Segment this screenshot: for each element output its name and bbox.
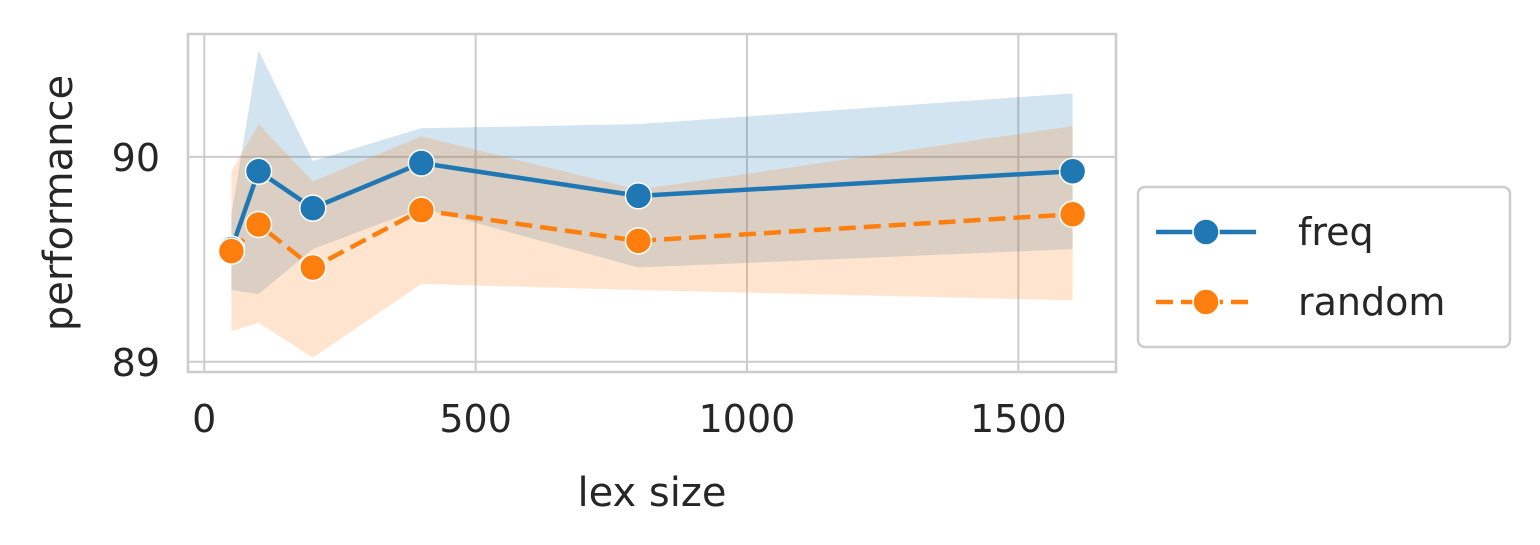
- y-axis-label: performance: [36, 75, 82, 331]
- data-point-freq: [244, 157, 273, 185]
- legend-marker-random: [1192, 288, 1220, 316]
- x-tick-label: 0: [192, 397, 216, 441]
- plot-frame: [186, 32, 1118, 374]
- data-point-freq: [407, 149, 436, 177]
- ci-band-freq: [231, 50, 1073, 295]
- legend-label-freq: freq: [1298, 210, 1374, 254]
- confidence-bands: [231, 50, 1073, 358]
- data-point-freq: [1058, 157, 1087, 185]
- data-point-freq: [299, 194, 327, 222]
- y-tick-label: 89: [112, 341, 160, 385]
- data-point-random: [244, 210, 273, 239]
- legend-label-random: random: [1298, 280, 1445, 324]
- x-tick-label: 1500: [970, 397, 1067, 441]
- data-point-random: [624, 227, 653, 255]
- data-point-random: [217, 237, 246, 265]
- legend: freq random: [1136, 185, 1512, 349]
- y-tick-label: 90: [112, 136, 160, 180]
- grid: [188, 34, 1116, 372]
- data-point-freq: [624, 182, 653, 210]
- series-points: [217, 149, 1087, 282]
- legend-marker-freq: [1192, 218, 1220, 246]
- x-tick-label: 500: [439, 397, 512, 441]
- data-point-random: [299, 253, 327, 282]
- x-tick-label: 1000: [699, 397, 796, 441]
- tick-labels: 0 500 1000 1500 89 90: [112, 136, 1067, 441]
- data-point-random: [407, 196, 436, 224]
- legend-box: [1136, 185, 1512, 349]
- data-point-random: [1058, 200, 1087, 229]
- x-axis-label: lex size: [578, 470, 727, 516]
